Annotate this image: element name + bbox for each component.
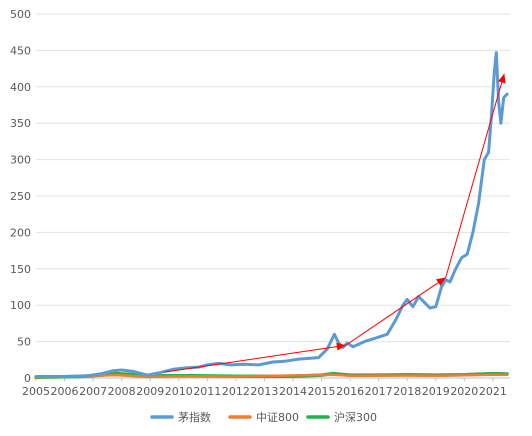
x-tick-label: 2018	[393, 385, 421, 398]
legend-label-2: 沪深300	[334, 410, 377, 424]
x-tick-label: 2016	[336, 385, 364, 398]
x-tick-label: 2019	[422, 385, 450, 398]
x-tick-label: 2005	[22, 385, 50, 398]
y-tick-label: 450	[10, 44, 31, 57]
y-tick-label: 250	[10, 190, 31, 203]
legend-label-1: 中证800	[256, 411, 299, 424]
trend-arrow-line	[164, 344, 346, 373]
x-tick-label: 2013	[250, 385, 278, 398]
y-axis-labels: 0 50 100 150 200 250 300 350 400 450 500	[10, 8, 31, 385]
x-tick-label: 2011	[193, 385, 221, 398]
x-tick-label: 2012	[222, 385, 250, 398]
y-tick-label: 100	[10, 299, 31, 312]
y-tick-label: 500	[10, 8, 31, 21]
x-tick-label: 2015	[308, 385, 336, 398]
y-tick-label: 150	[10, 263, 31, 276]
y-tick-label: 350	[10, 117, 31, 130]
legend-label-0: 茅指数	[178, 410, 211, 424]
x-tick-label: 2017	[365, 385, 393, 398]
trend-arrow-head	[436, 277, 446, 286]
y-tick-label: 400	[10, 81, 31, 94]
x-tick-label: 2007	[79, 385, 107, 398]
y-tick-label: 200	[10, 226, 31, 239]
gridlines	[35, 13, 510, 381]
x-tick-label: 2014	[279, 385, 307, 398]
x-tick-label: 2020	[450, 385, 478, 398]
x-tick-label: 2010	[165, 385, 193, 398]
x-axis-labels: 2005 2006 2007 2008 2009 2010 2011 2012 2013 2014…	[22, 385, 507, 398]
trend-arrow-line	[345, 277, 447, 346]
x-tick-label: 2006	[51, 385, 79, 398]
trend-arrow-head	[336, 342, 346, 351]
series-lines	[34, 51, 509, 380]
legend: 茅指数 中证800 沪深300	[150, 410, 377, 424]
trend-arrow-line	[445, 73, 505, 278]
y-tick-label: 300	[10, 154, 31, 167]
trend-arrows	[164, 73, 506, 373]
y-tick-label: 50	[17, 336, 31, 349]
series-line-1	[34, 373, 509, 379]
x-tick-label: 2021	[479, 385, 507, 398]
x-tick-label: 2008	[108, 385, 136, 398]
series-line-0	[34, 51, 509, 378]
y-tick-label: 0	[24, 372, 31, 385]
trend-arrow-head	[497, 73, 506, 84]
x-tick-label: 2009	[136, 385, 164, 398]
